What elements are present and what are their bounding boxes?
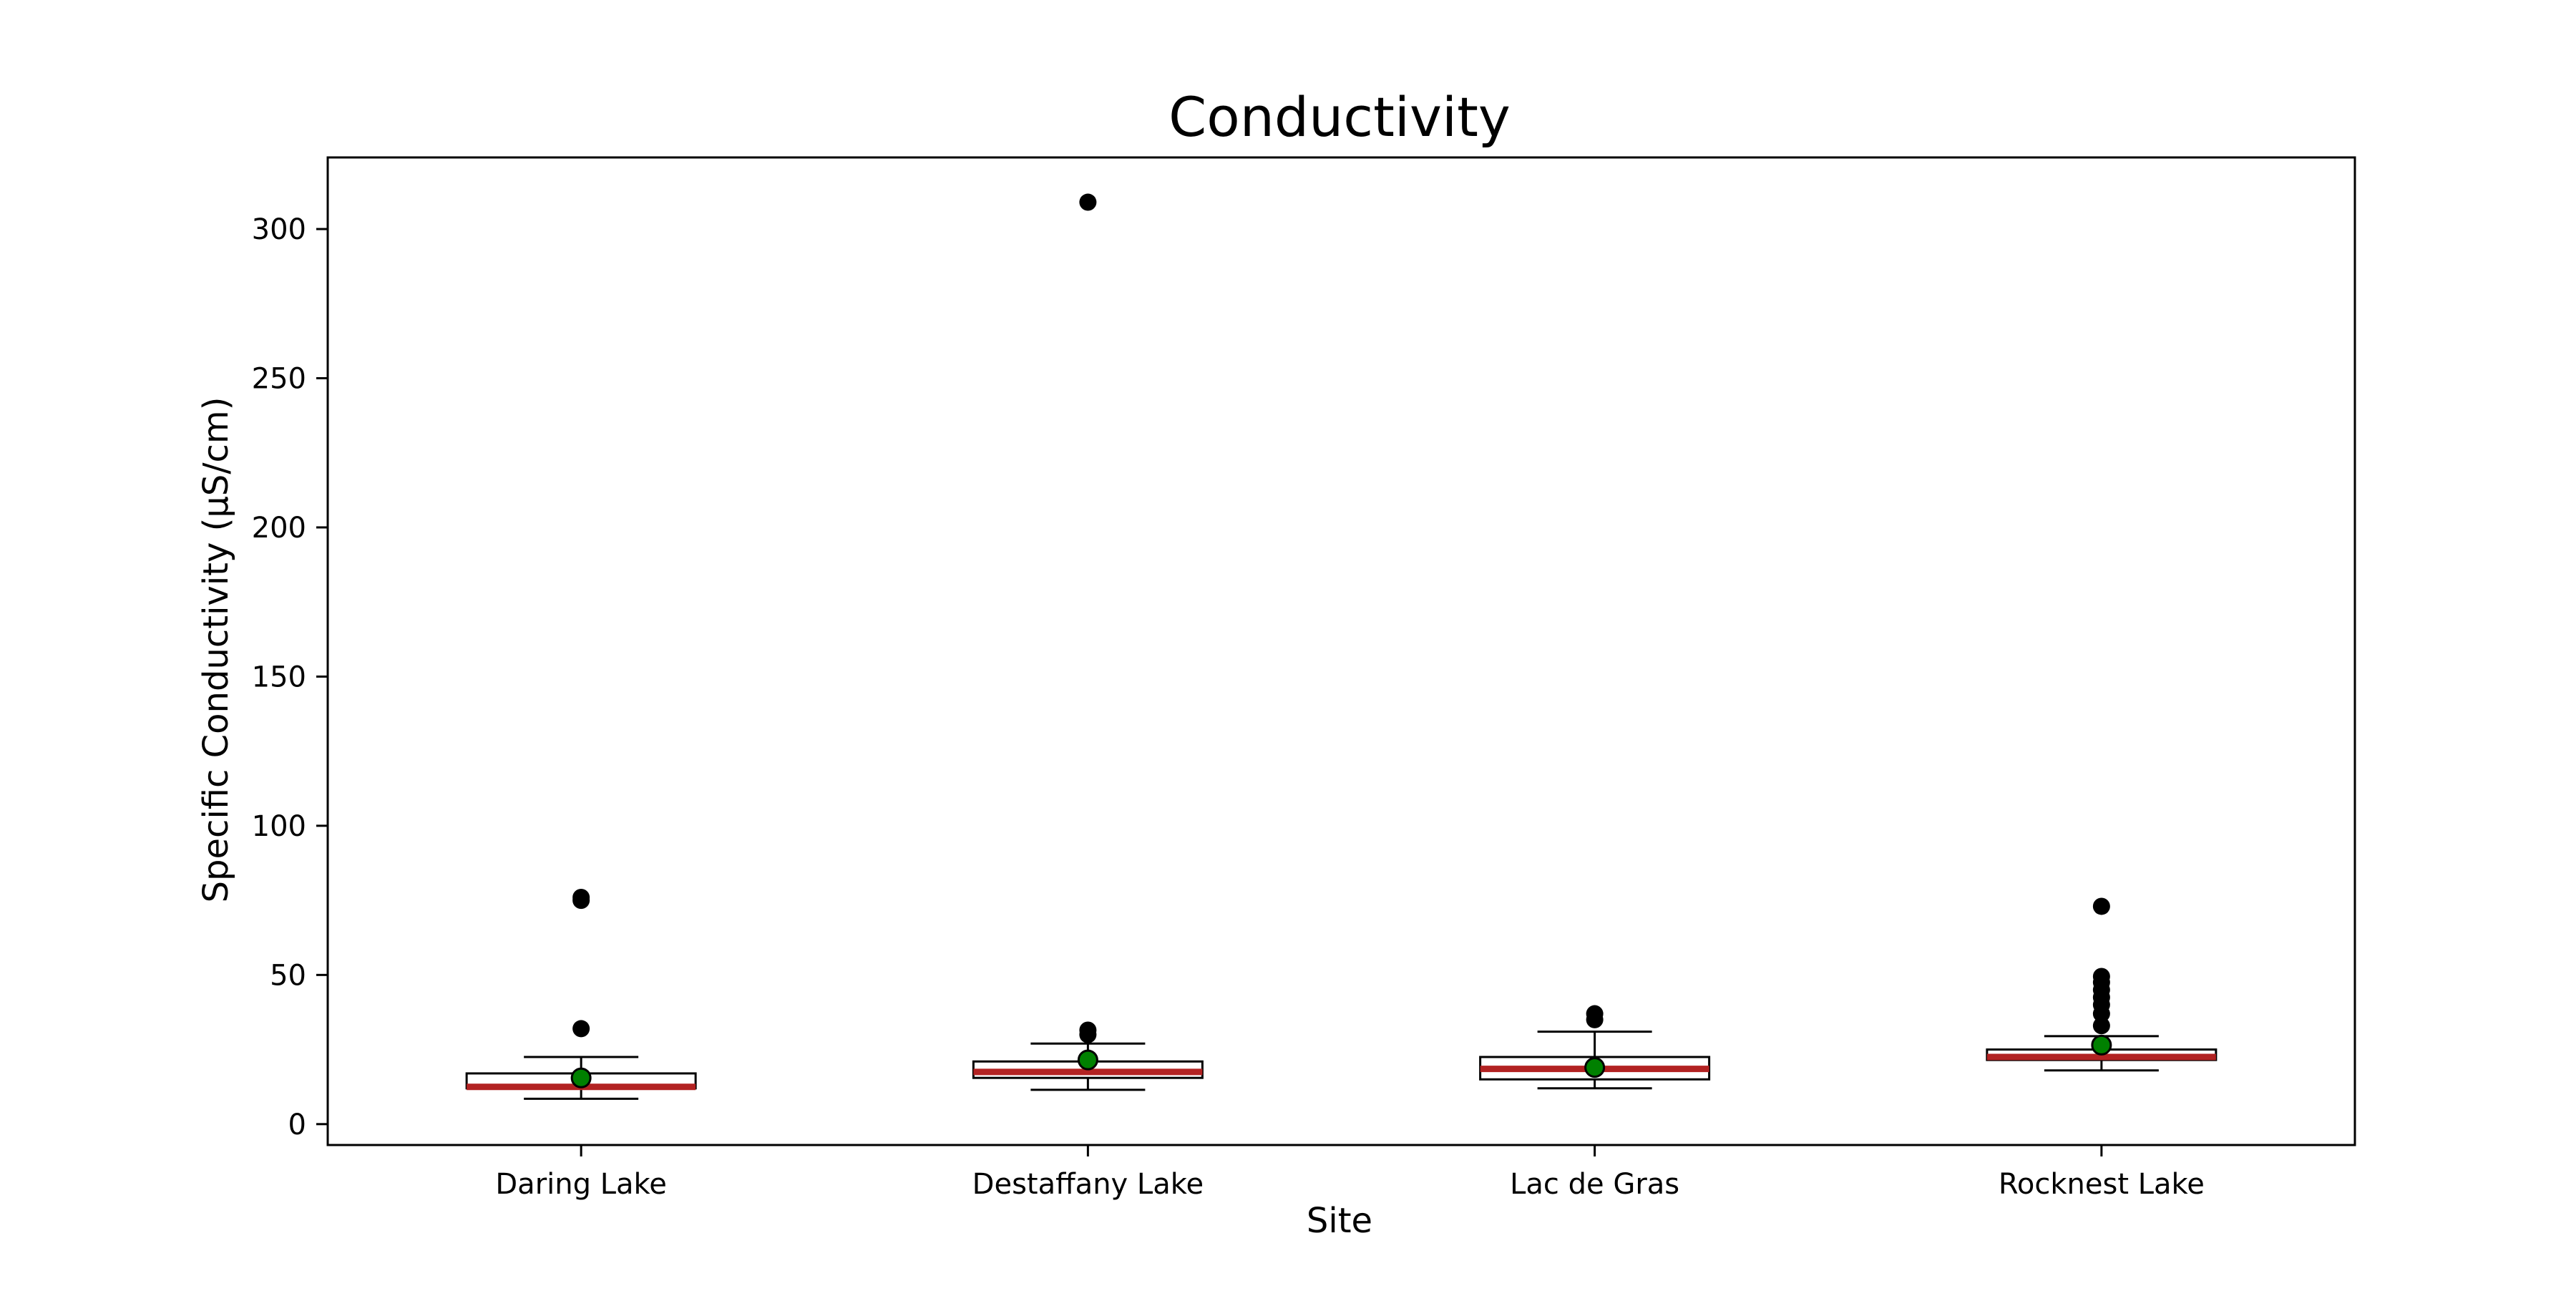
plot-layer: 0 50 100 150 200 250 300 Daring Lake Destaffany … — [252, 193, 2218, 1201]
x-tick-label: Lac de Gras — [1510, 1168, 1679, 1201]
outlier-point — [2092, 1017, 2110, 1035]
box-group — [465, 888, 697, 1100]
x-tick-label: Destaffany Lake — [972, 1168, 1204, 1201]
outlier-point — [2092, 897, 2110, 915]
y-tick-label: 50 — [270, 959, 306, 992]
x-tick-label: Rocknest Lake — [1999, 1168, 2205, 1201]
chart-title: Conductivity — [1169, 85, 1511, 149]
x-tick-label: Daring Lake — [495, 1168, 666, 1201]
box-group — [1479, 1005, 1711, 1090]
y-tick-label: 0 — [288, 1109, 306, 1141]
y-tick-label: 150 — [252, 661, 306, 693]
mean-marker — [570, 1067, 592, 1088]
outlier-point — [572, 888, 590, 906]
outlier-point — [1079, 1021, 1097, 1039]
y-tick-label: 100 — [252, 810, 306, 843]
outlier-point — [1586, 1005, 1604, 1023]
x-axis-label: Site — [1307, 1201, 1372, 1241]
y-tick-label: 250 — [252, 363, 306, 396]
y-tick-label: 300 — [252, 213, 306, 246]
y-axis-label: Specific Conductivity (µS/cm) — [196, 397, 236, 903]
y-tick-label: 200 — [252, 512, 306, 545]
box-group — [1986, 897, 2218, 1072]
box-group — [972, 193, 1204, 1091]
mean-marker — [2091, 1034, 2112, 1056]
mean-marker — [1584, 1057, 1606, 1078]
outlier-point — [2092, 968, 2110, 985]
plot-frame — [326, 156, 2356, 1146]
outlier-point — [572, 1020, 590, 1038]
outlier-point — [1079, 193, 1097, 211]
mean-marker — [1077, 1049, 1098, 1071]
